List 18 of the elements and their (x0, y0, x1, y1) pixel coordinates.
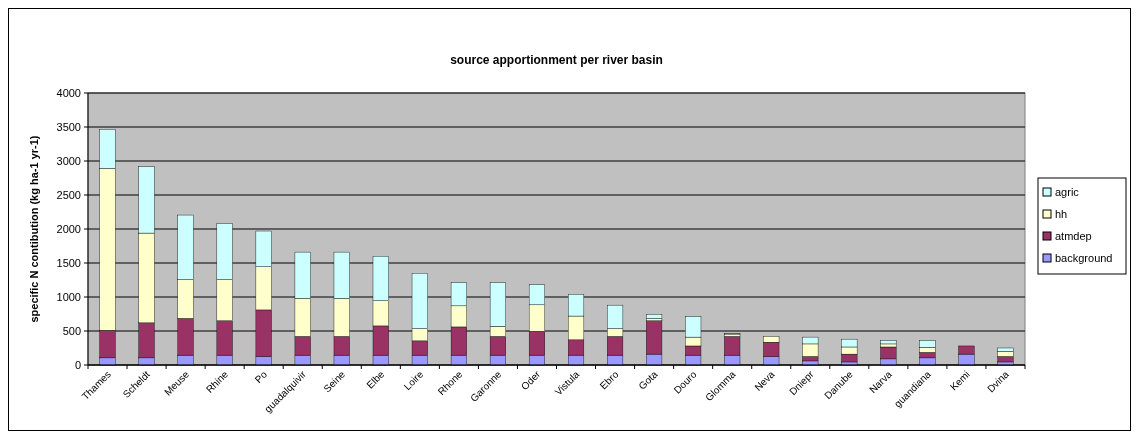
chart-title: source apportionment per river basin (450, 53, 663, 67)
legend-label: agric (1055, 185, 1080, 198)
y-tick-label: 1000 (56, 290, 81, 303)
x-tick-label: Gota (636, 368, 660, 392)
legend-label: atmdep (1055, 229, 1092, 242)
legend-label: hh (1055, 207, 1068, 220)
y-tick-label: 4000 (56, 86, 81, 99)
y-tick-label: 3000 (56, 154, 81, 167)
y-tick-label: 0 (74, 358, 81, 371)
y-tick-label: 2000 (56, 222, 81, 235)
y-tick-label: 1500 (56, 256, 81, 269)
y-tick-label: 3500 (56, 120, 81, 133)
y-tick-label: 500 (62, 324, 81, 337)
x-tick-label: Po (252, 368, 270, 386)
x-tick-label: Elbe (364, 368, 387, 391)
legend-label: background (1055, 251, 1113, 264)
y-axis-title: specific N contibution (kg ha-1 yr-1) (28, 135, 40, 323)
y-tick-label: 2500 (56, 188, 81, 201)
